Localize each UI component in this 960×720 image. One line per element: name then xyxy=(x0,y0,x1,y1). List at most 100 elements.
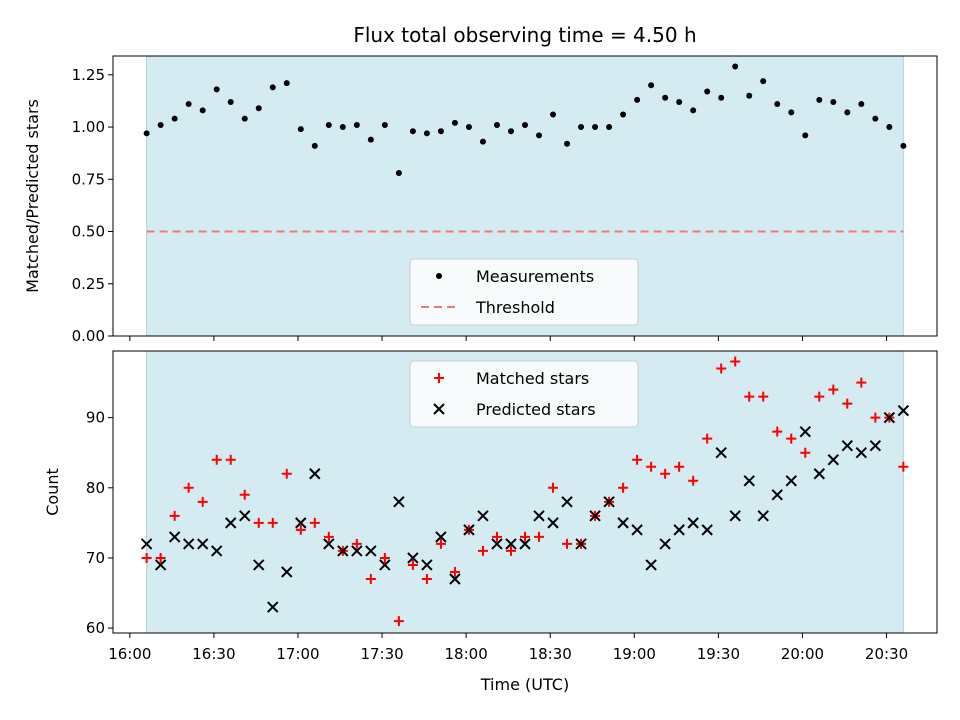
measurement-point xyxy=(676,98,683,105)
predicted-star-point xyxy=(561,496,573,508)
legend-measurement-swatch xyxy=(436,273,442,279)
measurement-point xyxy=(536,132,543,139)
predicted-star-point xyxy=(757,510,769,522)
measurement-point xyxy=(241,115,248,122)
matched-star-point xyxy=(618,482,629,493)
matched-star-point xyxy=(435,538,446,549)
predicted-star-point xyxy=(140,538,153,550)
matched-star-point xyxy=(814,391,825,402)
measurement-point xyxy=(564,140,571,147)
measurement-point xyxy=(255,105,262,112)
y-tick-label: 90 xyxy=(86,409,105,427)
matched-star-point xyxy=(169,510,180,521)
predicted-star-point xyxy=(491,538,503,550)
predicted-star-point xyxy=(533,510,545,522)
predicted-star-point xyxy=(379,559,391,571)
matched-star-point xyxy=(253,517,264,528)
x-tick-label: 16:00 xyxy=(108,645,151,663)
measurement-point xyxy=(788,109,795,116)
measurement-point xyxy=(507,128,514,135)
predicted-star-point xyxy=(393,496,405,508)
matched-star-point xyxy=(393,616,404,627)
measurement-point xyxy=(620,111,627,118)
legend-label: Measurements xyxy=(476,267,594,286)
matched-star-point xyxy=(800,447,811,458)
measurement-point xyxy=(367,136,374,143)
matched-star-point xyxy=(548,482,559,493)
predicted-star-point xyxy=(351,545,363,557)
predicted-star-point xyxy=(883,411,896,424)
measurement-point xyxy=(900,142,907,149)
matched-star-point xyxy=(141,552,152,563)
measurement-point xyxy=(592,124,599,131)
legend-predicted-swatch xyxy=(433,403,445,415)
legend: Measurements Threshold xyxy=(409,258,639,326)
predicted-star-point xyxy=(827,454,840,466)
matched-star-point xyxy=(295,524,306,535)
predicted-star-point xyxy=(281,566,293,578)
legend-label: Matched stars xyxy=(476,369,589,388)
legend-matched-swatch xyxy=(434,373,444,383)
matched-star-point xyxy=(632,454,643,465)
matched-star-point xyxy=(772,426,783,437)
measurement-point xyxy=(690,107,697,114)
predicted-star-point xyxy=(182,538,195,550)
matched-star-point xyxy=(646,461,657,472)
predicted-star-point xyxy=(421,559,433,571)
predicted-star-point xyxy=(743,475,755,487)
measurement-point xyxy=(199,107,206,114)
predicted-star-point xyxy=(645,559,657,571)
measurement-point xyxy=(830,98,837,105)
matched-star-point xyxy=(688,475,699,486)
measurement-point xyxy=(886,124,893,131)
measurement-point xyxy=(143,130,150,137)
y-tick-label: 80 xyxy=(86,479,105,497)
predicted-star-point xyxy=(519,538,531,550)
measurement-point xyxy=(648,82,655,89)
predicted-star-point xyxy=(196,538,209,550)
measurement-point xyxy=(395,170,402,177)
predicted-star-point xyxy=(477,510,489,522)
measurement-point xyxy=(423,130,430,137)
y-tick-label: 70 xyxy=(86,549,105,567)
matched-star-point xyxy=(449,566,460,577)
legend-label: Threshold xyxy=(475,298,555,317)
matched-star-point xyxy=(505,545,516,556)
matched-star-point xyxy=(407,559,418,570)
measurement-point xyxy=(634,96,641,103)
matched-star-point xyxy=(323,531,334,542)
x-tick-label: 17:00 xyxy=(276,645,319,663)
measurement-point xyxy=(746,92,753,99)
predicted-star-point xyxy=(337,545,349,557)
y-axis-label-top: Matched/Predicted stars xyxy=(23,99,42,293)
measurement-point xyxy=(704,88,711,95)
legend: Matched stars Predicted stars xyxy=(409,360,639,428)
y-tick-label: 0.75 xyxy=(72,170,105,188)
matched-star-point xyxy=(351,538,362,549)
measurement-point xyxy=(311,142,318,149)
measurement-point xyxy=(185,101,192,108)
matched-star-point xyxy=(239,489,250,500)
measurement-point xyxy=(213,86,220,93)
matched-star-point xyxy=(870,412,881,423)
y-axis-label-bottom: Count xyxy=(43,468,62,516)
predicted-star-point xyxy=(365,545,377,557)
matched-star-point xyxy=(281,468,292,479)
predicted-star-point xyxy=(168,531,181,543)
predicted-star-point xyxy=(771,489,783,501)
measurement-point xyxy=(606,124,613,131)
measurement-point xyxy=(578,124,585,131)
matched-star-point xyxy=(491,531,502,542)
matched-star-point xyxy=(562,538,573,549)
measurement-point xyxy=(283,80,290,87)
matched-star-point xyxy=(379,552,390,563)
matched-star-point xyxy=(744,391,755,402)
measurement-point xyxy=(381,121,388,128)
matched-star-point xyxy=(197,496,208,507)
predicted-star-point xyxy=(631,524,643,536)
x-tick-label: 19:30 xyxy=(697,645,740,663)
matched-star-point xyxy=(365,573,376,584)
measurement-point xyxy=(844,109,851,116)
matched-star-point xyxy=(730,356,741,367)
